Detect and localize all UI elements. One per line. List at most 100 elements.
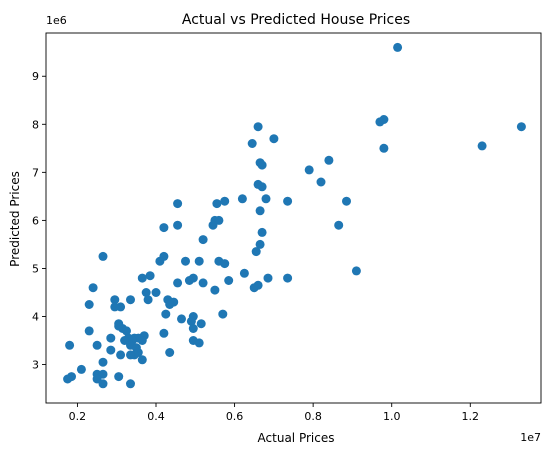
- scatter-point: [137, 355, 147, 365]
- scatter-point: [161, 309, 171, 319]
- scatter-point: [173, 278, 183, 288]
- scatter-point: [220, 259, 230, 269]
- x-tick-label: 0.4: [147, 410, 165, 423]
- scatter-point: [145, 271, 155, 281]
- scatter-point: [84, 300, 94, 309]
- scatter-point: [159, 223, 169, 233]
- x-tick-label: 1.0: [383, 410, 401, 423]
- x-tick-label: 1.2: [462, 410, 480, 423]
- scatter-point: [283, 196, 293, 206]
- ticks-layer: 0.2 0.4 0.6 0.8 1.0 1.2 3 4 5 6 7 8 9: [32, 70, 479, 423]
- scatter-point: [188, 324, 198, 333]
- scatter-point: [261, 194, 271, 204]
- scatter-point: [257, 182, 267, 192]
- y-axis-label: Predicted Prices: [8, 171, 22, 267]
- scatter-point: [283, 273, 293, 283]
- scatter-point: [122, 326, 131, 336]
- y-tick-label: 7: [32, 166, 39, 179]
- scatter-point: [63, 374, 73, 384]
- scatter-point: [106, 345, 116, 355]
- scatter-point: [186, 316, 196, 326]
- scatter-point: [375, 117, 385, 127]
- scatter-point: [269, 134, 279, 144]
- scatter-point: [379, 143, 389, 153]
- scatter-point: [98, 379, 108, 389]
- y-tick-label: 5: [32, 262, 39, 275]
- scatter-point: [165, 348, 175, 357]
- scatter-point: [65, 340, 75, 350]
- scatter-point: [255, 206, 265, 216]
- x-tick-label: 0.8: [304, 410, 322, 423]
- scatter-point: [92, 340, 102, 350]
- x-axis-label: Actual Prices: [258, 431, 335, 445]
- scatter-point: [247, 139, 257, 148]
- scatter-point: [141, 288, 151, 297]
- x-tick-label: 0.2: [69, 410, 87, 423]
- scatter-point: [177, 314, 186, 324]
- scatter-point: [194, 338, 204, 348]
- scatter-point: [181, 256, 190, 266]
- scatter-point: [224, 276, 234, 285]
- scatter-point: [84, 326, 94, 336]
- scatter-point: [98, 357, 108, 367]
- scatter-point: [304, 165, 314, 175]
- scatter-point: [194, 256, 204, 266]
- scatter-point: [198, 235, 208, 245]
- scatter-point: [516, 122, 526, 132]
- points-layer: [63, 42, 526, 389]
- scatter-point: [126, 295, 135, 305]
- scatter-point: [88, 283, 98, 293]
- scatter-point: [137, 336, 147, 345]
- scatter-point: [212, 199, 222, 209]
- scatter-point: [257, 227, 267, 237]
- scatter-point: [165, 300, 175, 309]
- y-tick-label: 8: [32, 118, 39, 131]
- chart-title: Actual vs Predicted House Prices: [182, 12, 410, 28]
- scatter-point: [253, 122, 263, 132]
- scatter-point: [477, 141, 487, 151]
- scatter-point: [239, 268, 249, 278]
- y-offset-label: 1e6: [46, 14, 67, 27]
- scatter-point: [116, 350, 126, 360]
- scatter-point: [98, 251, 108, 261]
- scatter-point: [173, 220, 183, 230]
- scatter-point: [393, 42, 403, 52]
- y-tick-label: 6: [32, 214, 39, 227]
- scatter-point: [220, 196, 230, 206]
- scatter-point: [106, 333, 116, 343]
- axes-frame: [45, 32, 542, 404]
- scatter-point: [237, 194, 247, 204]
- scatter-point: [334, 220, 344, 230]
- scatter-point: [173, 199, 183, 209]
- scatter-point: [198, 278, 208, 288]
- scatter-point: [126, 350, 135, 360]
- y-tick-label: 9: [32, 70, 39, 83]
- scatter-point: [76, 364, 86, 374]
- scatter-point: [255, 239, 265, 249]
- y-tick-label: 4: [32, 311, 39, 324]
- scatter-point: [249, 283, 259, 293]
- x-offset-label: 1e7: [520, 431, 541, 444]
- scatter-point: [342, 196, 351, 206]
- scatter-point: [218, 309, 228, 319]
- scatter-point: [208, 220, 218, 230]
- scatter-point: [151, 288, 161, 297]
- scatter-point: [126, 379, 135, 389]
- scatter-point: [110, 295, 120, 305]
- scatter-point: [143, 295, 153, 305]
- scatter-point: [351, 266, 361, 276]
- scatter-point: [210, 285, 220, 295]
- scatter-point: [263, 273, 273, 283]
- scatter-point: [137, 273, 147, 283]
- scatter-point: [196, 319, 206, 329]
- scatter-point: [110, 302, 120, 312]
- scatter-point: [324, 155, 334, 165]
- scatter-point: [257, 160, 267, 170]
- scatter-point: [159, 328, 169, 338]
- y-tick-label: 3: [32, 359, 39, 372]
- scatter-point: [114, 372, 124, 382]
- scatter-point: [316, 177, 326, 187]
- x-tick-label: 0.6: [226, 410, 244, 423]
